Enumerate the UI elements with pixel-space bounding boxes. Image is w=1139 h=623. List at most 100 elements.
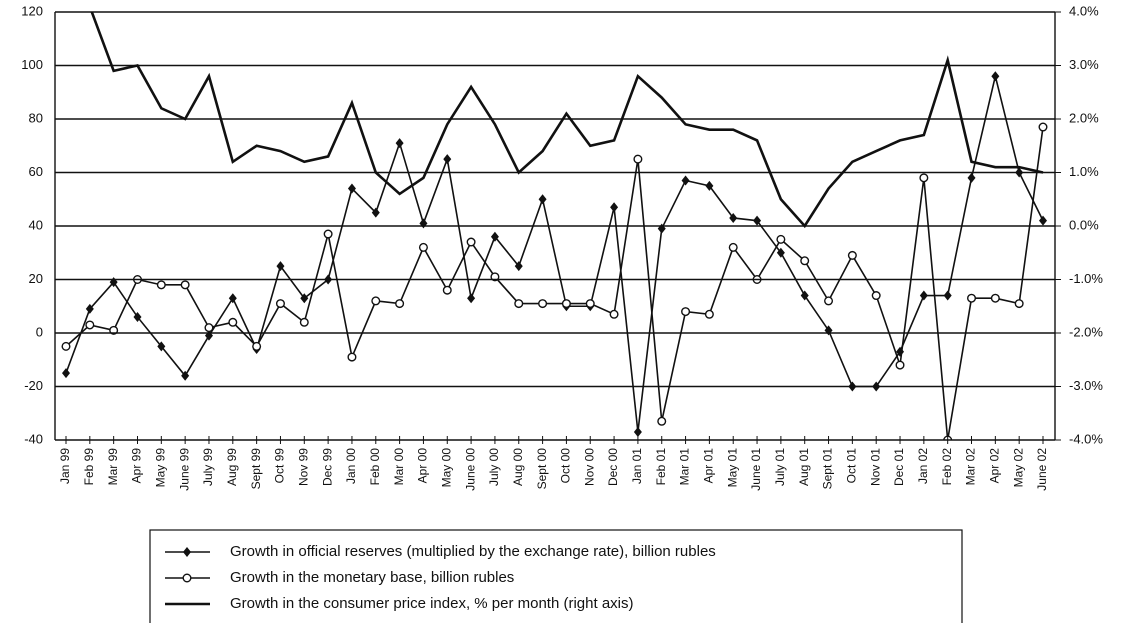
marker-circle	[180, 280, 190, 290]
marker-circle	[466, 237, 476, 247]
y2-tick-label: -2.0%	[1069, 324, 1103, 339]
x-tick-label: Nov 00	[582, 448, 596, 486]
x-tick-label: June 99	[177, 448, 191, 491]
marker-circle	[776, 234, 786, 244]
marker-circle	[1014, 299, 1024, 309]
x-tick-label: Mar 99	[106, 448, 120, 486]
x-tick-label: July 99	[201, 448, 215, 486]
x-tick-label: Mar 01	[678, 448, 692, 486]
x-tick-label: May 02	[1011, 448, 1025, 488]
legend-marker	[182, 573, 192, 583]
marker-circle	[847, 250, 857, 260]
y2-tick-label: 2.0%	[1069, 110, 1099, 125]
marker-circle	[156, 280, 166, 290]
marker-circle	[299, 317, 309, 327]
marker-diamond	[490, 231, 499, 242]
x-tick-label: Sept 01	[821, 448, 835, 490]
marker-circle	[895, 360, 905, 370]
x-tick-label: July 00	[487, 448, 501, 486]
series-line	[65, 76, 1044, 433]
marker-circle	[824, 296, 834, 306]
plot-area	[61, 12, 1048, 440]
marker-diamond	[181, 370, 190, 381]
x-tick-label: Apr 00	[416, 448, 430, 484]
marker-circle	[538, 299, 548, 309]
x-tick-label: Oct 00	[559, 448, 573, 484]
marker-diamond	[371, 207, 380, 218]
y-tick-label: 100	[21, 57, 43, 72]
marker-circle	[800, 256, 810, 266]
marker-circle	[514, 299, 524, 309]
marker-diamond	[347, 183, 356, 194]
marker-circle	[1038, 122, 1048, 132]
marker-circle	[585, 299, 595, 309]
y2-tick-label: -4.0%	[1069, 431, 1103, 446]
marker-circle	[681, 307, 691, 317]
marker-circle	[657, 416, 667, 426]
marker-diamond	[681, 175, 690, 186]
y2-tick-label: 4.0%	[1069, 3, 1099, 18]
marker-diamond	[467, 293, 476, 304]
marker-diamond	[967, 172, 976, 183]
marker-diamond	[943, 290, 952, 301]
marker-diamond	[776, 247, 785, 258]
x-tick-label: Oct 01	[845, 448, 859, 484]
marker-diamond	[538, 194, 547, 205]
x-tick-label: Dec 00	[606, 448, 620, 486]
marker-diamond	[705, 180, 714, 191]
marker-circle	[204, 323, 214, 333]
x-tick-label: Apr 01	[702, 448, 716, 484]
x-tick-label: Jan 00	[344, 448, 358, 484]
marker-diamond	[133, 311, 142, 322]
y-tick-label: 60	[29, 164, 43, 179]
x-tick-label: Jan 01	[630, 448, 644, 484]
x-tick-label: June 01	[749, 448, 763, 491]
x-tick-label: Dec 01	[892, 448, 906, 486]
marker-diamond	[276, 261, 285, 272]
marker-circle	[275, 299, 285, 309]
y2-tick-label: 3.0%	[1069, 57, 1099, 72]
y-tick-label: 80	[29, 110, 43, 125]
marker-diamond	[753, 215, 762, 226]
marker-diamond	[300, 293, 309, 304]
marker-circle	[561, 299, 571, 309]
marker-circle	[252, 341, 262, 351]
marker-circle	[371, 296, 381, 306]
x-tick-label: Sept 00	[535, 448, 549, 490]
y2-tick-label: -3.0%	[1069, 378, 1103, 393]
x-tick-label: Jan 02	[916, 448, 930, 484]
x-tick-label: Apr 02	[988, 448, 1002, 484]
marker-diamond	[157, 341, 166, 352]
x-tick-label: Oct 99	[273, 448, 287, 484]
marker-circle	[61, 341, 71, 351]
x-tick-label: June 02	[1035, 448, 1049, 491]
marker-circle	[442, 285, 452, 295]
marker-diamond	[800, 290, 809, 301]
marker-diamond	[395, 138, 404, 149]
x-tick-label: Nov 99	[296, 448, 310, 486]
marker-diamond	[228, 293, 237, 304]
series-line	[90, 12, 1044, 229]
legend-label: Growth in the monetary base, billion rub…	[230, 569, 514, 586]
y-tick-label: 0	[36, 324, 43, 339]
legend-marker	[183, 547, 191, 557]
y2-tick-label: 0.0%	[1069, 217, 1099, 232]
x-tick-label: Aug 01	[797, 448, 811, 486]
marker-diamond	[657, 223, 666, 234]
marker-diamond	[443, 154, 452, 165]
x-tick-label: Feb 00	[368, 448, 382, 486]
marker-diamond	[919, 290, 928, 301]
marker-circle	[871, 291, 881, 301]
marker-diamond	[1039, 215, 1047, 226]
marker-circle	[609, 309, 619, 319]
x-tick-label: May 00	[439, 448, 453, 488]
y-tick-label: 40	[29, 217, 43, 232]
x-tick-label: Sept 99	[249, 448, 263, 490]
x-tick-label: May 01	[725, 448, 739, 488]
marker-diamond	[610, 202, 619, 213]
legend-box	[149, 529, 963, 623]
y-tick-label: -40	[24, 431, 43, 446]
y-tick-label: -20	[24, 378, 43, 393]
marker-diamond	[514, 261, 523, 272]
marker-circle	[323, 229, 333, 239]
